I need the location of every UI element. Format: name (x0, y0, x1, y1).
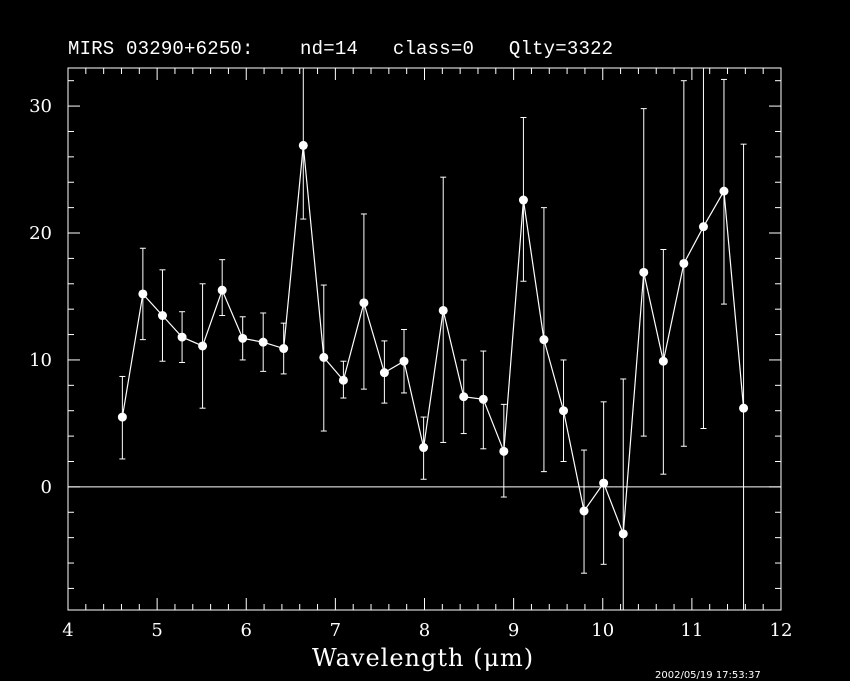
data-point (719, 186, 729, 196)
data-point (419, 443, 429, 453)
data-point (177, 332, 187, 342)
data-point (238, 333, 248, 343)
x-tick-label: 10 (591, 620, 614, 641)
data-point (298, 140, 308, 150)
data-point (618, 529, 628, 539)
data-point (399, 356, 409, 366)
data-point (359, 298, 369, 308)
x-tick-label: 4 (62, 620, 73, 641)
x-tick-label: 8 (419, 620, 430, 641)
x-tick-label: 5 (151, 620, 162, 641)
x-axis-label-text: Wavelength (μm) (312, 644, 535, 672)
x-tick-label: 11 (680, 620, 703, 641)
data-point (599, 478, 609, 488)
y-tick-label: 20 (29, 223, 52, 244)
x-axis-label: Wavelength (μm) (312, 644, 534, 672)
data-point (579, 506, 589, 516)
data-point (338, 375, 348, 385)
axis-ticks (67, 68, 782, 610)
y-tick-label: 10 (29, 350, 52, 371)
x-tick-label: 7 (330, 620, 341, 641)
data-point (639, 267, 649, 277)
data-point (379, 368, 389, 378)
data-point (438, 305, 448, 315)
axis-tick-labels: 4 5 6 7 8 9 10 11 12 0 10 20 30 (29, 96, 792, 641)
data-point (138, 289, 148, 299)
data-point (478, 394, 488, 404)
x-tick-label: 6 (241, 620, 252, 641)
data-point (739, 403, 749, 413)
data-point (698, 222, 708, 232)
plot-frame (67, 67, 782, 611)
data-point (258, 337, 268, 347)
data-point (559, 406, 569, 416)
data-point (279, 344, 289, 354)
data-point (319, 352, 329, 362)
data-point (117, 412, 127, 422)
data-point (658, 356, 668, 366)
data-point (198, 341, 208, 351)
error-bars (119, 68, 747, 610)
timestamp: 2002/05/19 17:53:37 (655, 670, 761, 681)
chart-title: MIRS 03290+6250: nd=14 class=0 Qlty=3322 (68, 38, 614, 60)
y-tick-label: 30 (29, 96, 52, 117)
x-tick-label: 9 (508, 620, 519, 641)
data-point (679, 258, 689, 268)
data-point (518, 195, 528, 205)
data-point (539, 335, 549, 345)
x-tick-label: 12 (770, 620, 793, 641)
data-point (217, 285, 227, 295)
data-points (117, 140, 749, 539)
y-tick-label: 0 (41, 477, 52, 498)
data-line (121, 145, 745, 535)
data-point (459, 392, 469, 402)
data-point (499, 446, 509, 456)
data-point (157, 311, 167, 321)
